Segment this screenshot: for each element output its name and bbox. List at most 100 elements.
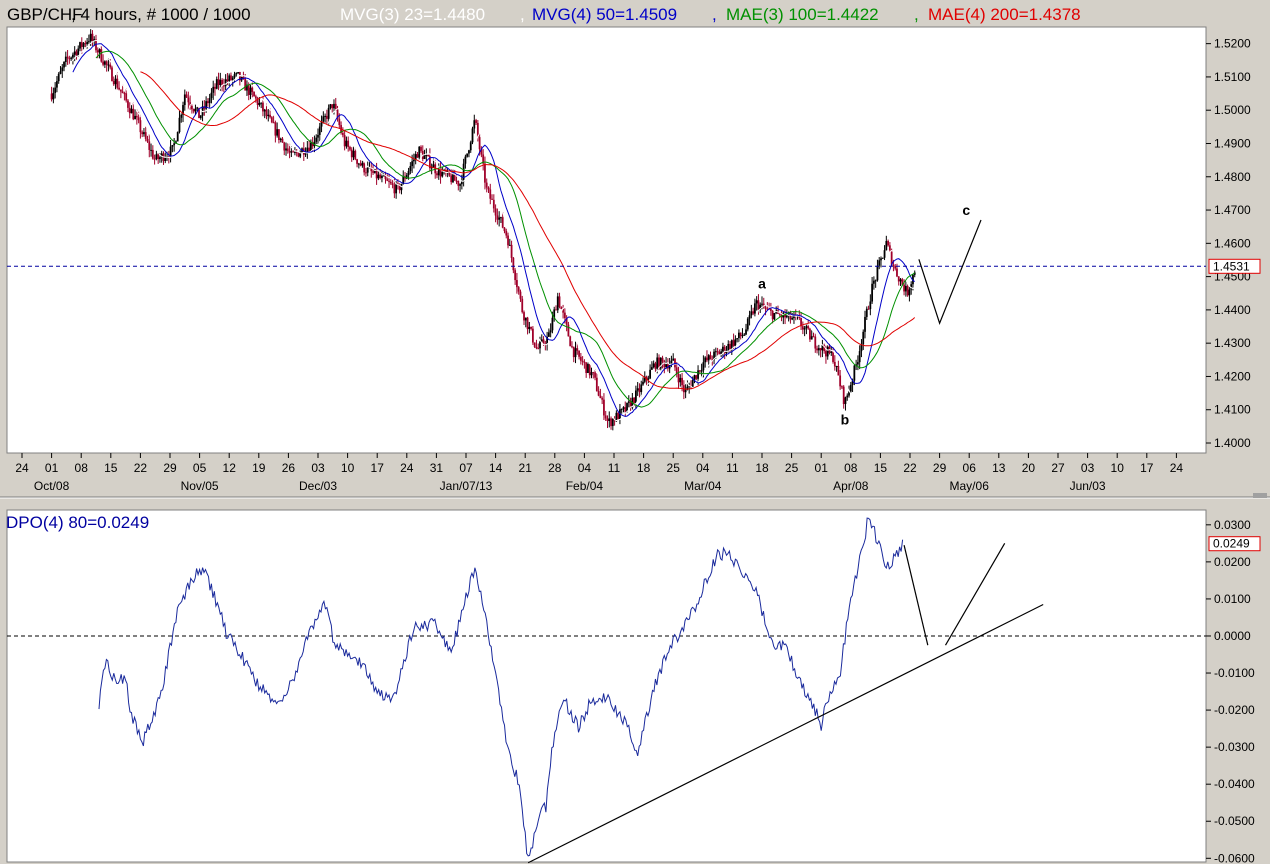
price-y-tick-label: 1.5200 <box>1214 37 1251 51</box>
candle-body <box>77 48 80 56</box>
header-interval: , 4 hours, # 1000 / 1000 <box>71 5 251 24</box>
candle-body <box>439 168 442 177</box>
candle-body <box>254 96 257 99</box>
candle-body <box>693 375 696 380</box>
candle-body <box>709 355 712 360</box>
candle-body <box>290 151 293 153</box>
candle-body <box>864 316 866 332</box>
x-day-label: 03 <box>311 461 325 475</box>
candle-body <box>588 364 591 376</box>
x-month-label: Oct/08 <box>34 479 70 493</box>
candle-body <box>743 334 746 336</box>
candle-body <box>285 148 287 151</box>
dpo-value-tag-label: 0.0249 <box>1213 537 1250 551</box>
x-month-label: Jun/03 <box>1070 479 1106 493</box>
candle-body <box>888 245 891 251</box>
candle-body <box>384 175 387 180</box>
candle-body <box>553 309 556 318</box>
candle-body <box>194 108 197 112</box>
candle-body <box>116 78 119 88</box>
price-y-tick-label: 1.4700 <box>1214 203 1251 217</box>
x-day-label: 12 <box>223 461 237 475</box>
header-mae4: MAE(4) 200=1.4378 <box>928 5 1081 24</box>
header-mae3: MAE(3) 100=1.4422 <box>726 5 879 24</box>
candle-body <box>745 329 747 335</box>
candle-body <box>615 412 618 422</box>
candle-body <box>896 268 898 277</box>
candle-body <box>496 215 499 220</box>
candle-body <box>624 407 627 412</box>
candle-body <box>222 85 225 87</box>
candle-body <box>823 345 826 352</box>
candle-body <box>517 287 520 292</box>
candle-body <box>386 179 389 181</box>
candle-body <box>151 149 154 159</box>
candle-body <box>180 114 183 118</box>
candle-body <box>530 326 533 329</box>
candle-body <box>468 150 470 154</box>
x-month-label: Feb/04 <box>566 479 604 493</box>
candle-body <box>372 171 374 173</box>
candle-body <box>739 332 742 337</box>
candle-body <box>723 346 726 354</box>
candle-body <box>171 145 174 147</box>
candle-body <box>704 357 707 363</box>
x-day-label: 14 <box>489 461 503 475</box>
x-day-label: 17 <box>1140 461 1154 475</box>
x-day-label: 10 <box>1111 461 1125 475</box>
candle-body <box>336 109 339 119</box>
dpo-y-tick-label: -0.0300 <box>1214 740 1255 754</box>
x-day-label: 05 <box>193 461 207 475</box>
candle-body <box>718 351 721 355</box>
candle-body <box>894 265 897 269</box>
candle-body <box>253 91 255 97</box>
candle-body <box>583 361 586 363</box>
candle-body <box>73 51 76 55</box>
x-day-label: 01 <box>45 461 59 475</box>
candle-body <box>549 330 552 333</box>
candle-body <box>260 102 263 104</box>
candle-body <box>627 401 630 403</box>
candle-body <box>448 170 451 176</box>
candle-body <box>732 340 735 346</box>
candle-body <box>256 98 259 105</box>
pane-resize-handle[interactable] <box>1253 493 1267 498</box>
candle-body <box>148 141 151 150</box>
candle-body <box>205 101 208 109</box>
candle-body <box>221 79 223 86</box>
candle-body <box>576 348 579 351</box>
candle-body <box>93 39 96 41</box>
candle-body <box>688 385 691 387</box>
candle-body <box>382 175 385 177</box>
x-month-label: Nov/05 <box>181 479 219 493</box>
candle-body <box>453 173 456 181</box>
candle-body <box>757 300 760 310</box>
candle-body <box>842 386 845 405</box>
candle-body <box>219 79 222 86</box>
candle-body <box>821 345 824 351</box>
candle-body <box>791 318 794 320</box>
candle-body <box>872 280 875 284</box>
candle-body <box>555 309 557 311</box>
candle-body <box>661 357 664 362</box>
candle-body <box>388 180 390 182</box>
candle-body <box>185 94 188 98</box>
candle-body <box>86 41 89 45</box>
candle-body <box>508 244 511 246</box>
candle-body <box>531 328 534 343</box>
candle-body <box>123 93 126 95</box>
candle-body <box>801 326 804 330</box>
candle-body <box>807 326 810 329</box>
candle-body <box>214 86 216 89</box>
candle-body <box>134 115 136 120</box>
x-month-label: Jan/07/13 <box>440 479 493 493</box>
candle-body <box>800 318 802 327</box>
candle-body <box>908 289 911 296</box>
candle-body <box>173 143 176 146</box>
candle-body <box>837 365 840 376</box>
x-month-label: Apr/08 <box>833 479 869 493</box>
candle-body <box>649 369 652 379</box>
candle-body <box>428 155 431 169</box>
candle-body <box>411 161 414 167</box>
candle-body <box>288 150 291 153</box>
